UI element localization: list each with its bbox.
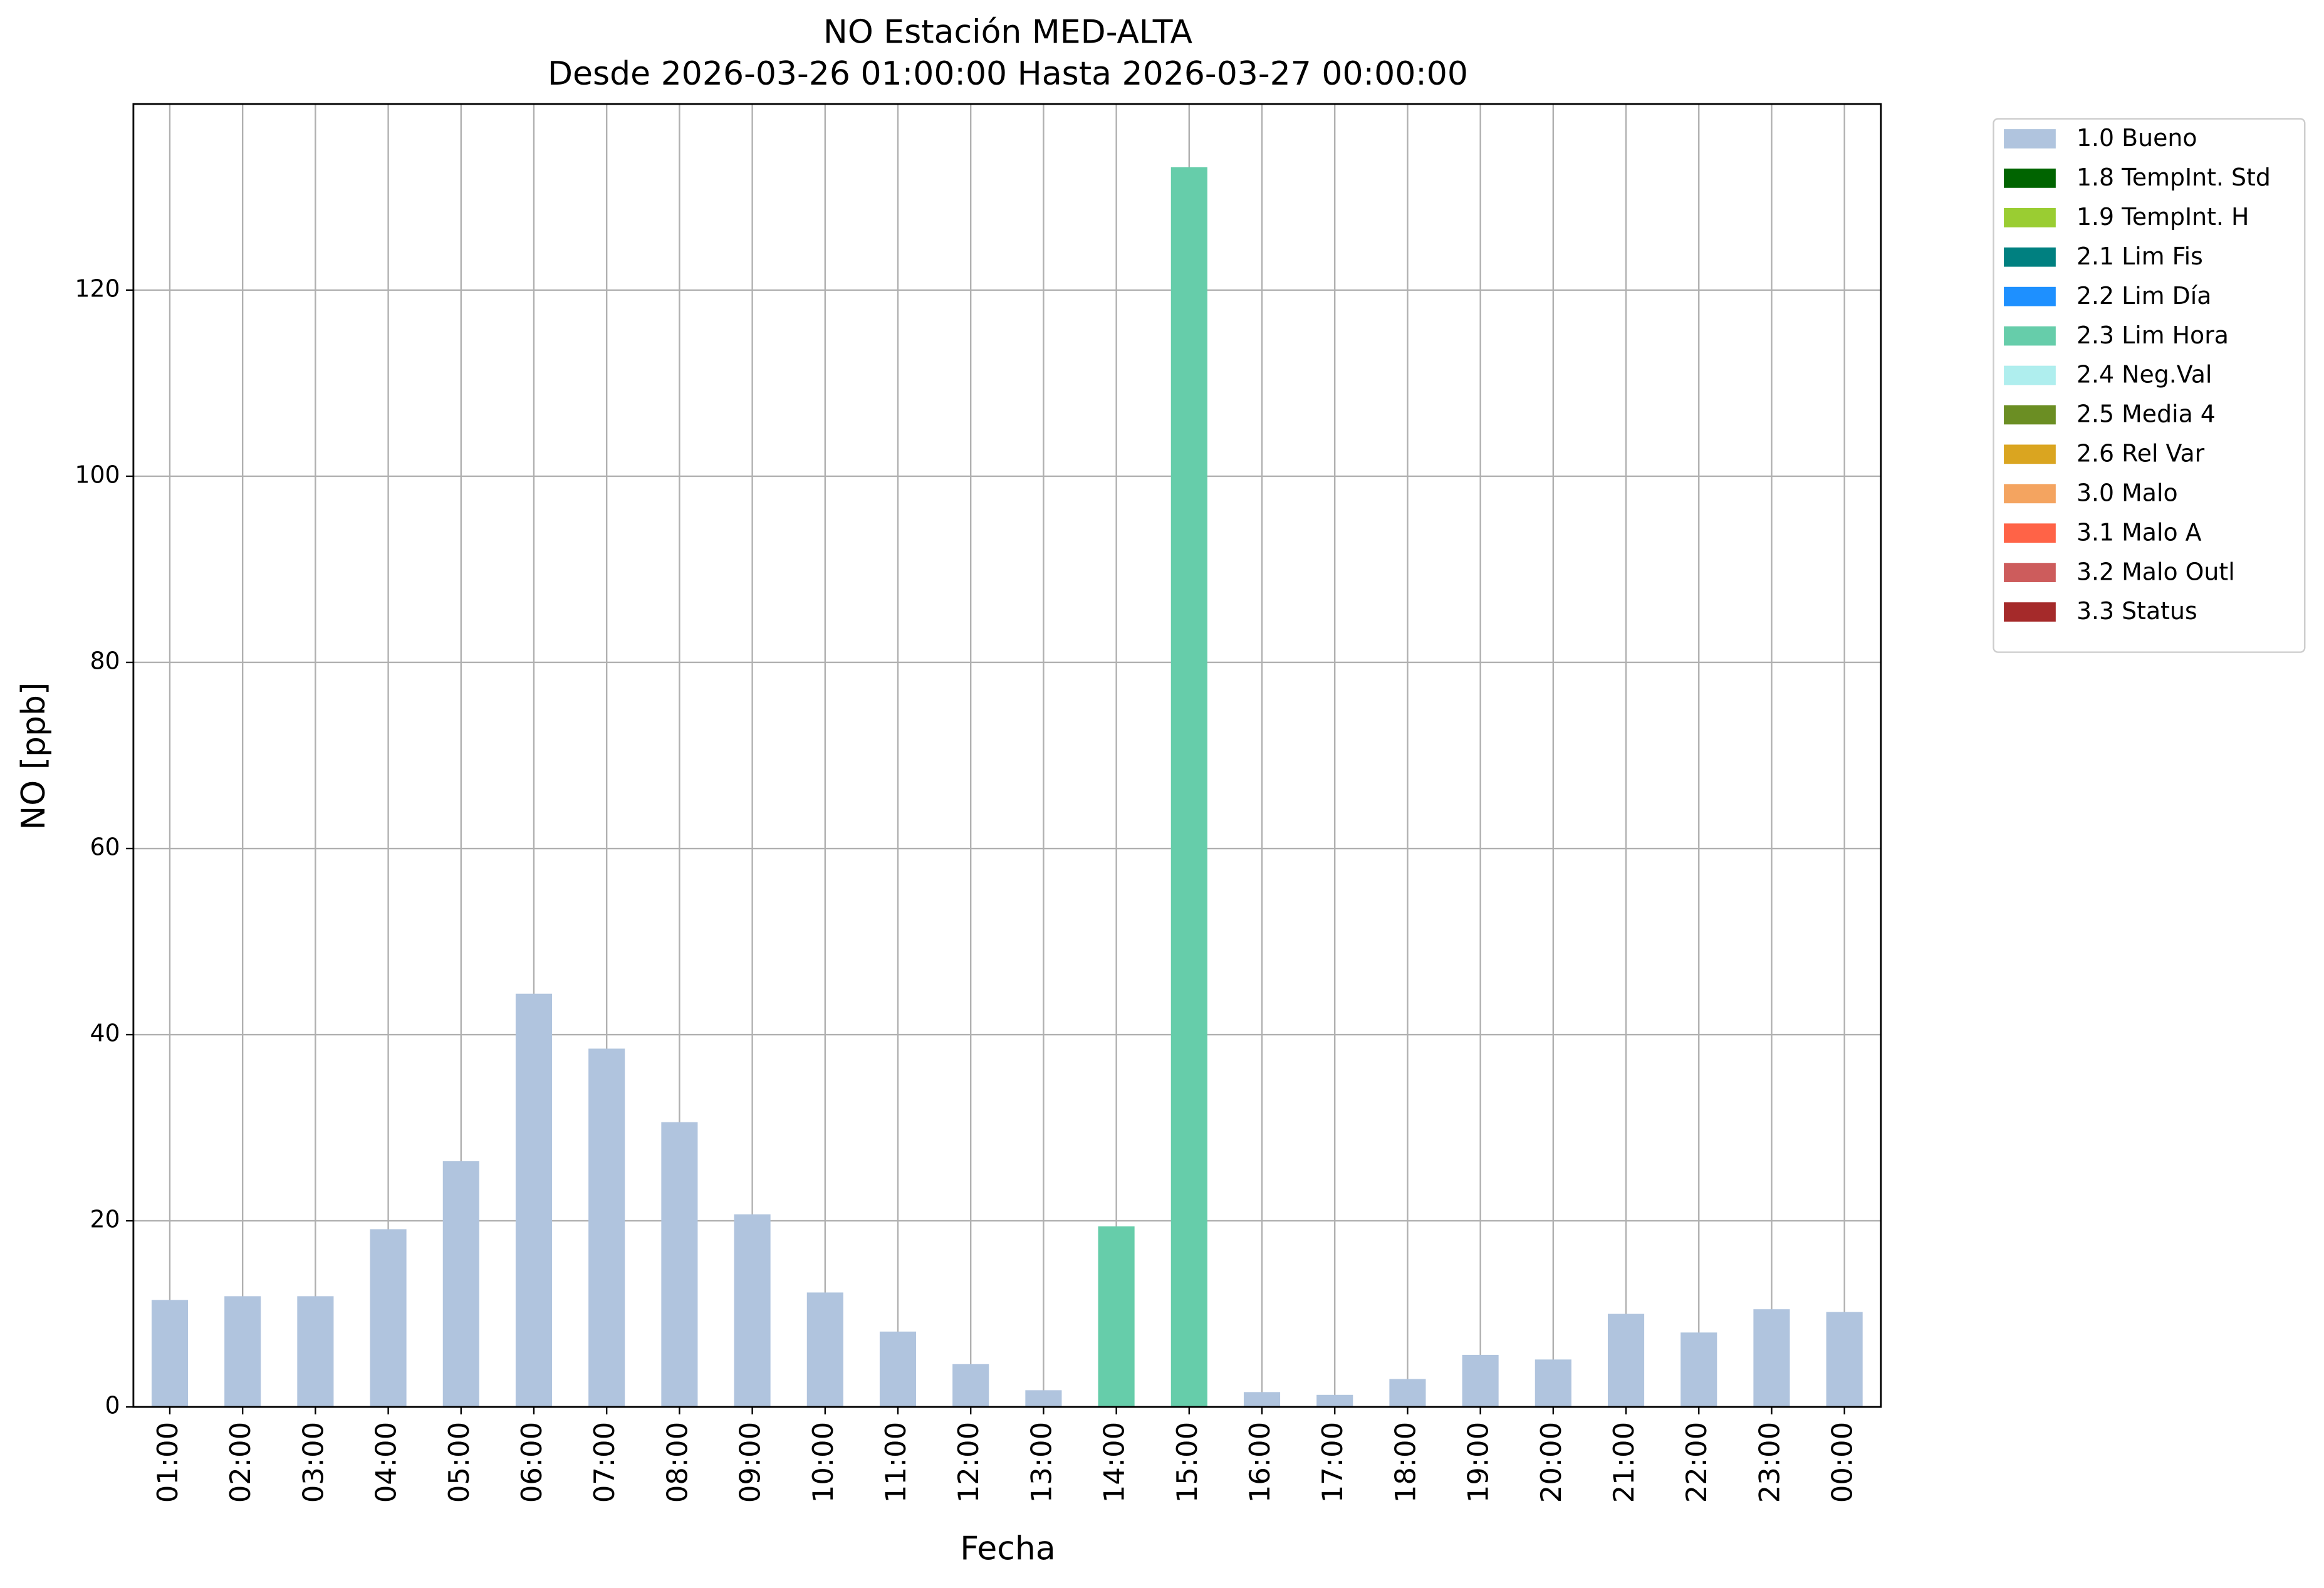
x-tick-label: 19:00 <box>1462 1422 1495 1503</box>
legend-swatch <box>2004 286 2056 306</box>
y-tick-label: 100 <box>75 461 120 488</box>
x-tick-label: 03:00 <box>296 1422 330 1503</box>
x-tick-label: 14:00 <box>1098 1422 1131 1503</box>
x-tick-label: 07:00 <box>588 1422 621 1503</box>
legend-swatch <box>2004 405 2056 425</box>
bar <box>1025 1390 1062 1408</box>
legend-label: 3.3 Status <box>2076 597 2197 625</box>
bar <box>952 1364 989 1408</box>
legend-swatch <box>2004 207 2056 227</box>
bar <box>1316 1394 1353 1408</box>
x-tick-label: 13:00 <box>1024 1422 1058 1503</box>
legend-label: 1.9 TempInt. H <box>2076 203 2249 231</box>
x-tick-label: 10:00 <box>806 1422 840 1503</box>
x-tick-label: 11:00 <box>879 1422 912 1503</box>
bar <box>1535 1359 1571 1408</box>
bar <box>1243 1392 1281 1408</box>
legend-label: 3.2 Malo Outl <box>2076 558 2235 585</box>
y-axis-label: NO [ppb] <box>15 682 53 830</box>
legend-label: 2.4 Neg.Val <box>2076 361 2212 389</box>
bar <box>588 1048 625 1408</box>
x-tick-label: 08:00 <box>660 1422 694 1503</box>
x-tick-label: 18:00 <box>1389 1422 1422 1503</box>
legend-swatch <box>2004 365 2056 385</box>
legend-swatch <box>2004 484 2056 504</box>
bar <box>1753 1309 1790 1408</box>
legend-swatch <box>2004 326 2056 346</box>
bar <box>1680 1332 1717 1408</box>
x-tick-label: 15:00 <box>1170 1422 1204 1503</box>
y-tick-label: 80 <box>90 647 120 674</box>
bar <box>515 993 553 1408</box>
bar <box>734 1214 771 1408</box>
legend-swatch <box>2004 129 2056 149</box>
legend-label: 2.1 Lim Fis <box>2076 243 2203 270</box>
legend-label: 2.3 Lim Hora <box>2076 321 2229 349</box>
x-tick-label: 17:00 <box>1316 1422 1349 1503</box>
x-tick-label: 06:00 <box>515 1422 548 1503</box>
legend-label: 3.1 Malo A <box>2076 518 2202 546</box>
y-tick-label: 120 <box>75 274 120 302</box>
legend: 1.0 Bueno 1.8 TempInt. Std 1.9 TempInt. H 2… <box>1993 118 2306 653</box>
bar <box>297 1296 334 1408</box>
x-tick-label: 21:00 <box>1607 1422 1640 1503</box>
legend-frame <box>1993 118 2306 653</box>
bar <box>879 1331 917 1408</box>
x-tick-label: 01:00 <box>151 1422 184 1503</box>
x-axis-label: Fecha <box>960 1530 1056 1568</box>
plot-frame <box>132 103 1882 1408</box>
bar <box>806 1292 843 1408</box>
bar <box>442 1161 479 1408</box>
legend-swatch <box>2004 523 2056 543</box>
legend-swatch <box>2004 602 2056 622</box>
bar <box>1389 1379 1426 1408</box>
bar <box>1170 167 1207 1408</box>
chart-subtitle: Desde 2026-03-26 01:00:00 Hasta 2026-03-… <box>548 55 1468 93</box>
x-tick-label: 00:00 <box>1826 1422 1859 1503</box>
legend-label: 1.0 Bueno <box>2076 124 2197 152</box>
bar <box>370 1229 407 1408</box>
x-tick-label: 20:00 <box>1535 1422 1568 1503</box>
y-tick-label: 60 <box>90 833 120 861</box>
bar <box>1826 1312 1863 1408</box>
bar <box>661 1122 698 1408</box>
bar <box>1607 1314 1645 1408</box>
x-tick-label: 22:00 <box>1680 1422 1713 1503</box>
bar <box>151 1300 189 1408</box>
legend-swatch <box>2004 169 2056 188</box>
legend-label: 2.2 Lim Día <box>2076 282 2211 310</box>
x-tick-label: 05:00 <box>442 1422 476 1503</box>
y-tick-label: 0 <box>105 1392 120 1419</box>
x-tick-label: 04:00 <box>370 1422 403 1503</box>
legend-swatch <box>2004 444 2056 464</box>
legend-label: 2.5 Media 4 <box>2076 400 2216 428</box>
legend-swatch <box>2004 247 2056 267</box>
chart-title: NO Estación MED-ALTA <box>823 14 1193 51</box>
x-tick-label: 23:00 <box>1753 1422 1786 1503</box>
y-tick-label: 20 <box>90 1206 120 1233</box>
legend-label: 2.6 Rel Var <box>2076 440 2205 468</box>
x-tick-label: 09:00 <box>734 1422 767 1503</box>
bar <box>224 1296 261 1408</box>
legend-label: 1.8 TempInt. Std <box>2076 164 2271 191</box>
bar <box>1462 1354 1499 1408</box>
bar <box>1098 1226 1135 1408</box>
x-tick-label: 12:00 <box>952 1422 985 1503</box>
legend-swatch <box>2004 563 2056 582</box>
x-tick-label: 16:00 <box>1243 1422 1276 1503</box>
y-tick-label: 40 <box>90 1020 120 1047</box>
legend-label: 3.0 Malo <box>2076 479 2178 506</box>
x-tick-label: 02:00 <box>224 1422 257 1503</box>
